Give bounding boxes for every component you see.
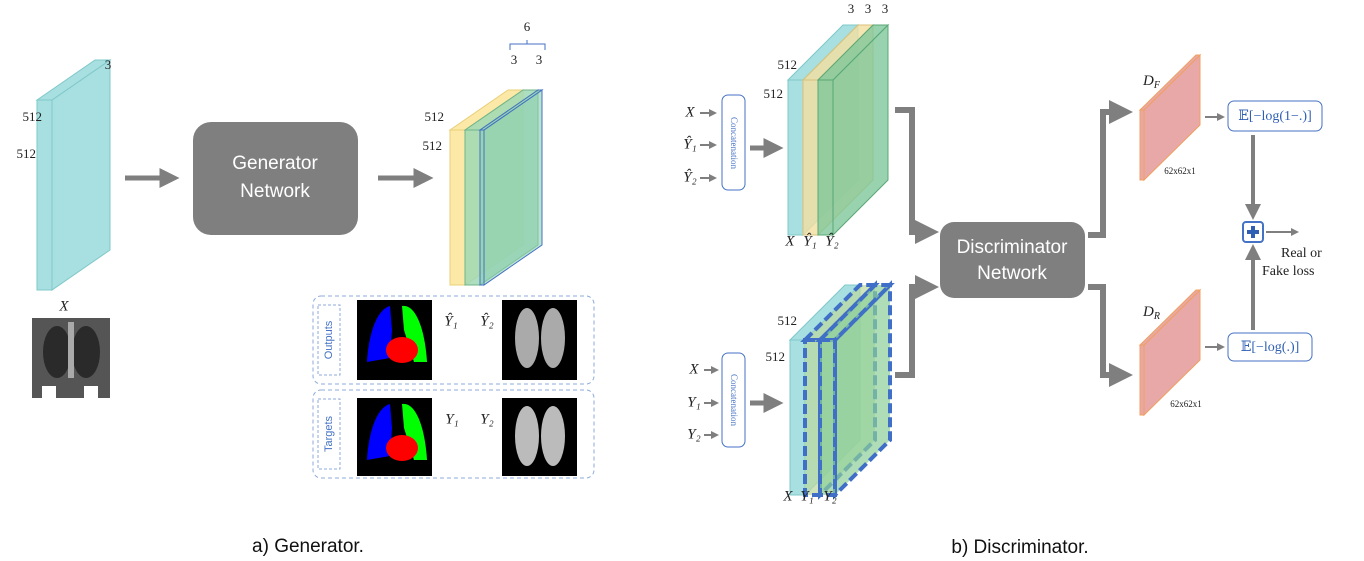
network-label: Discriminator xyxy=(957,237,1069,258)
layer-face xyxy=(1140,110,1144,180)
depth-label: 3 xyxy=(882,1,889,16)
depth-label: 3 xyxy=(511,52,518,67)
layer-face xyxy=(480,130,484,285)
layer-face xyxy=(37,100,52,290)
lung-image xyxy=(502,300,577,380)
targets-label: Targets xyxy=(323,415,335,452)
input-arrows xyxy=(704,370,716,435)
d-fake-label: DF xyxy=(1142,73,1161,91)
input-label: Y₂ xyxy=(687,426,701,442)
generator-box xyxy=(193,122,358,235)
depth-label: 3 xyxy=(848,1,855,16)
layer-label: Y₂ xyxy=(823,488,837,504)
layer-face xyxy=(465,130,480,285)
depth-label: 3 xyxy=(536,52,543,67)
target-label: Y₂ xyxy=(480,411,494,427)
layer-face xyxy=(805,340,820,495)
discriminator-box xyxy=(940,222,1085,298)
layer-face xyxy=(803,80,818,235)
result-label: Real or xyxy=(1281,246,1322,261)
size-label: 512 xyxy=(764,86,784,101)
d-real-sub: R xyxy=(1153,311,1160,322)
layer-label: X xyxy=(784,233,795,249)
input-label: X xyxy=(688,361,699,377)
size-label: 512 xyxy=(425,109,445,124)
size-label: 512 xyxy=(23,109,43,124)
layer-face xyxy=(1140,345,1144,415)
network-label: Network xyxy=(977,263,1047,284)
d-real-base: D xyxy=(1142,304,1154,320)
network-label: Generator xyxy=(232,153,318,174)
outputs-label: Outputs xyxy=(323,320,335,359)
layer-face xyxy=(790,340,805,495)
caption: b) Discriminator. xyxy=(951,537,1088,558)
result-label: Fake loss xyxy=(1262,264,1315,279)
mask-image xyxy=(357,398,432,476)
depth-label: 3 xyxy=(865,1,872,16)
input-arrows xyxy=(700,113,714,178)
size-label: 512 xyxy=(778,313,798,328)
loss-label: 𝔼[−log(.)] xyxy=(1241,340,1300,355)
input-label: X xyxy=(684,104,695,120)
map-size: 62x62x1 xyxy=(1164,166,1196,176)
lung-image xyxy=(502,398,577,476)
layer-face xyxy=(818,80,833,235)
size-label: 512 xyxy=(17,146,37,161)
map-size: 62x62x1 xyxy=(1170,399,1202,409)
output-label: Ŷ₁ xyxy=(444,312,458,329)
layer-face xyxy=(788,80,803,235)
size-label: 512 xyxy=(423,138,443,153)
target-label: Y₁ xyxy=(445,411,459,427)
d-fake-sub: F xyxy=(1153,80,1161,91)
sum-icon xyxy=(1243,222,1263,242)
input-label: Ŷ₂ xyxy=(683,168,697,185)
input-label: Ŷ₁ xyxy=(683,135,697,152)
depth-label: 3 xyxy=(105,57,112,72)
d-fake-base: D xyxy=(1142,73,1154,89)
input-label: X xyxy=(58,298,69,314)
layer-label: Y₁ xyxy=(800,488,814,504)
size-label: 512 xyxy=(778,57,798,72)
layer-label: X xyxy=(782,488,793,504)
brace xyxy=(510,40,545,50)
input-label: Y₁ xyxy=(687,394,701,410)
network-label: Network xyxy=(240,181,310,202)
layer-face xyxy=(820,340,835,495)
loss-label: 𝔼[−log(1−.)] xyxy=(1238,109,1312,124)
d-real-label: DR xyxy=(1142,304,1160,322)
xray-image xyxy=(32,318,110,398)
loss-arrows xyxy=(1205,117,1222,347)
layer-label: Ŷ₂ xyxy=(825,232,839,249)
layer-face xyxy=(450,130,465,285)
concat-label: Concatenation xyxy=(729,117,739,169)
depth-total: 6 xyxy=(524,19,531,34)
figure: 3 512 512 X Generator Network 6 3 3 512 … xyxy=(0,0,1364,561)
layer-label: Ŷ₁ xyxy=(803,232,817,249)
size-label: 512 xyxy=(766,349,786,364)
mask-image xyxy=(357,300,432,380)
output-label: Ŷ₂ xyxy=(480,312,494,329)
concat-label: Concatenation xyxy=(729,374,739,426)
caption: a) Generator. xyxy=(252,536,364,557)
